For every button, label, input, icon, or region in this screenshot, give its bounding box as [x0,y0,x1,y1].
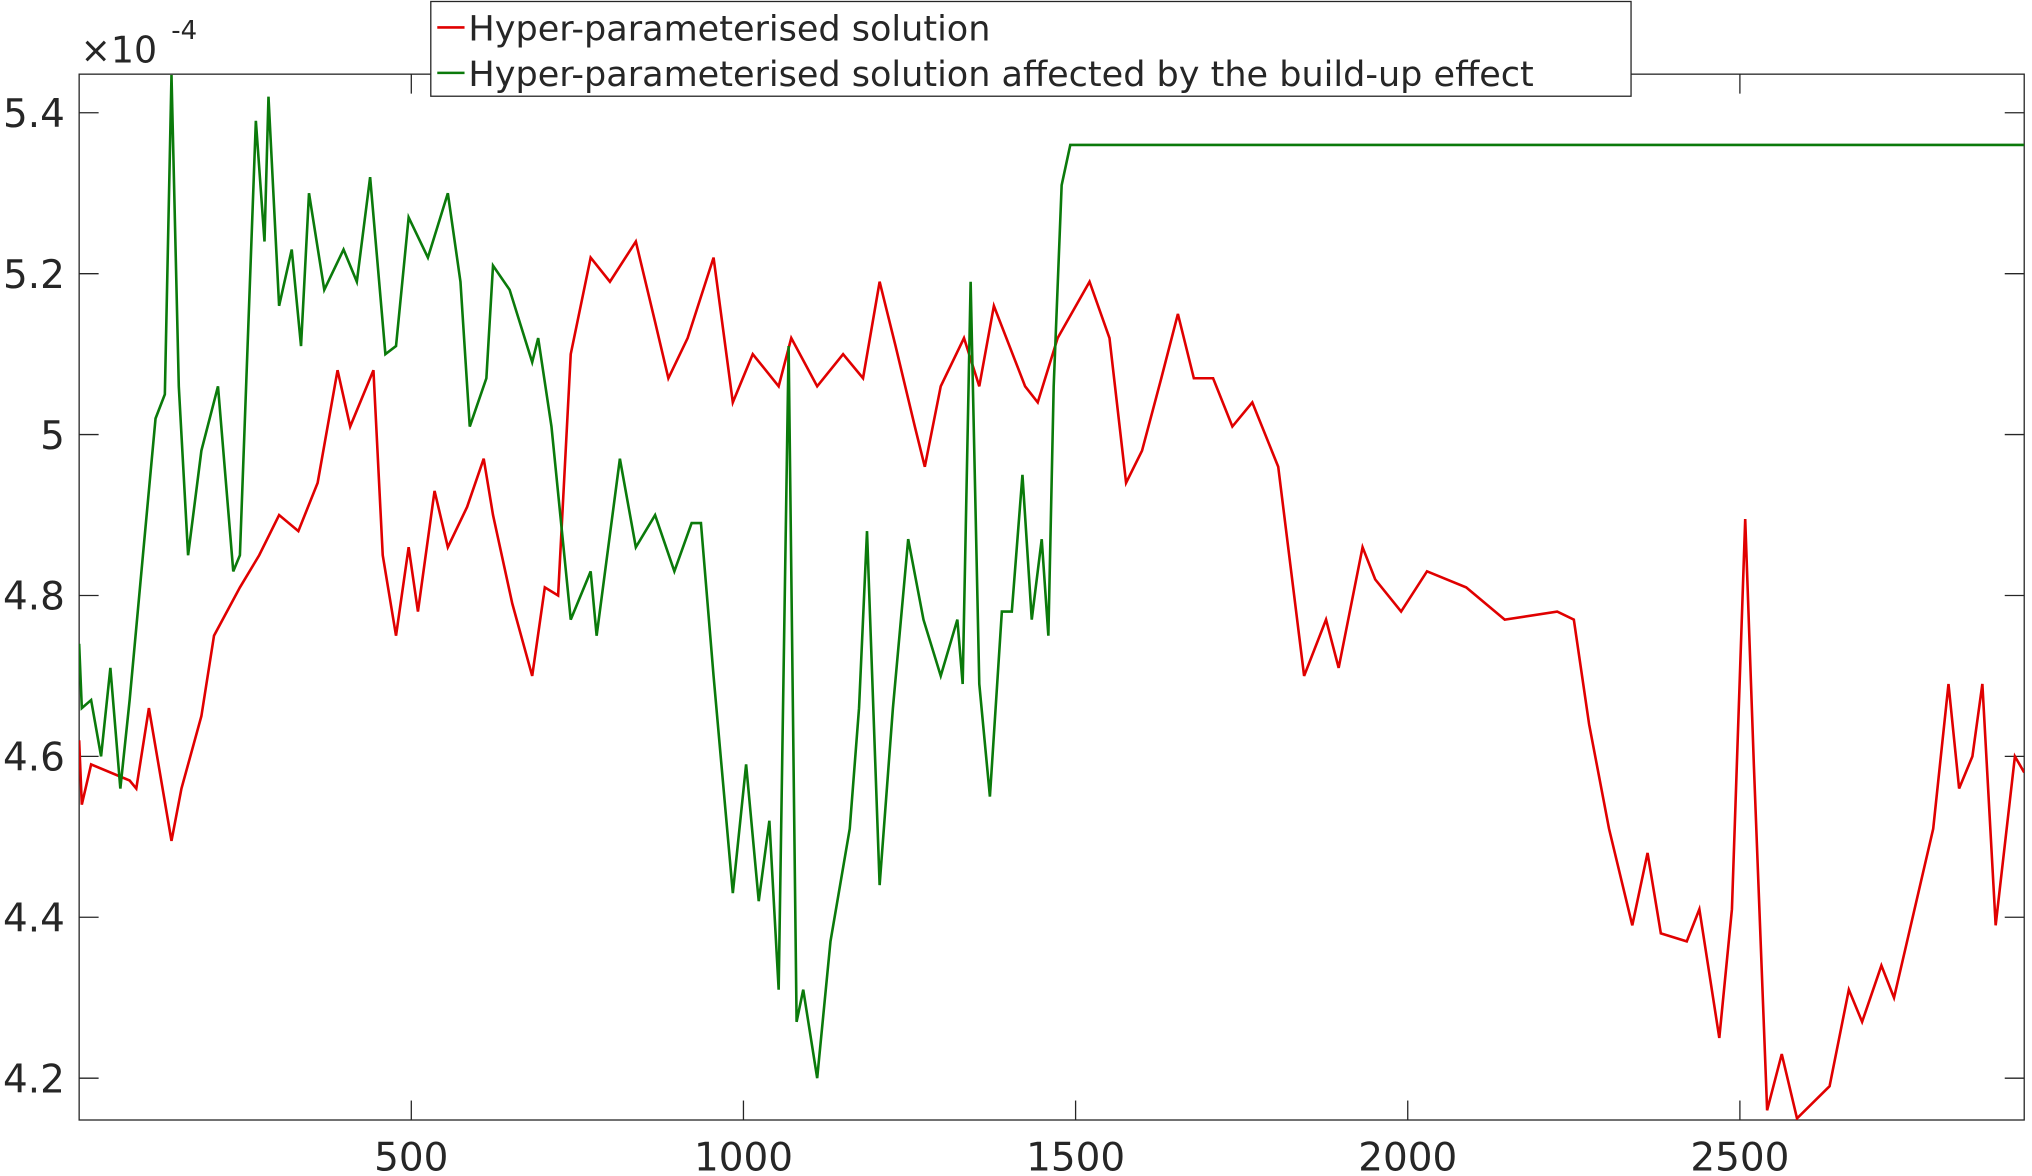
legend-label: Hyper-parameterised solution affected by… [468,54,1533,95]
y-tick-label: 5.2 [3,253,65,298]
legend: Hyper-parameterised solution Hyper-parame… [430,0,1632,97]
series-line [79,74,2025,1079]
x-tick-label: 1500 [1026,1136,1125,1176]
y-tick-label: 5.4 [3,92,65,137]
multiplier-exponent: -4 [171,16,197,46]
series-line [79,238,2025,1121]
x-tick-label: 2500 [1690,1136,1789,1176]
x-tick-label: 500 [374,1136,448,1176]
y-tick-label: 4.8 [3,575,65,620]
legend-label: Hyper-parameterised solution [468,8,990,49]
x-tick-label: 2000 [1358,1136,1457,1176]
plot-area [78,73,2025,1121]
y-tick-label: 5 [40,414,65,459]
legend-box [430,0,1632,97]
multiplier-base: ×10 [80,28,157,71]
y-tick-label: 4.2 [3,1057,65,1102]
y-multiplier: ×10 -4 [80,16,197,71]
x-tick-label: 1000 [694,1136,793,1176]
y-tick-label: 4.4 [3,897,65,942]
y-tick-label: 4.6 [3,736,65,781]
